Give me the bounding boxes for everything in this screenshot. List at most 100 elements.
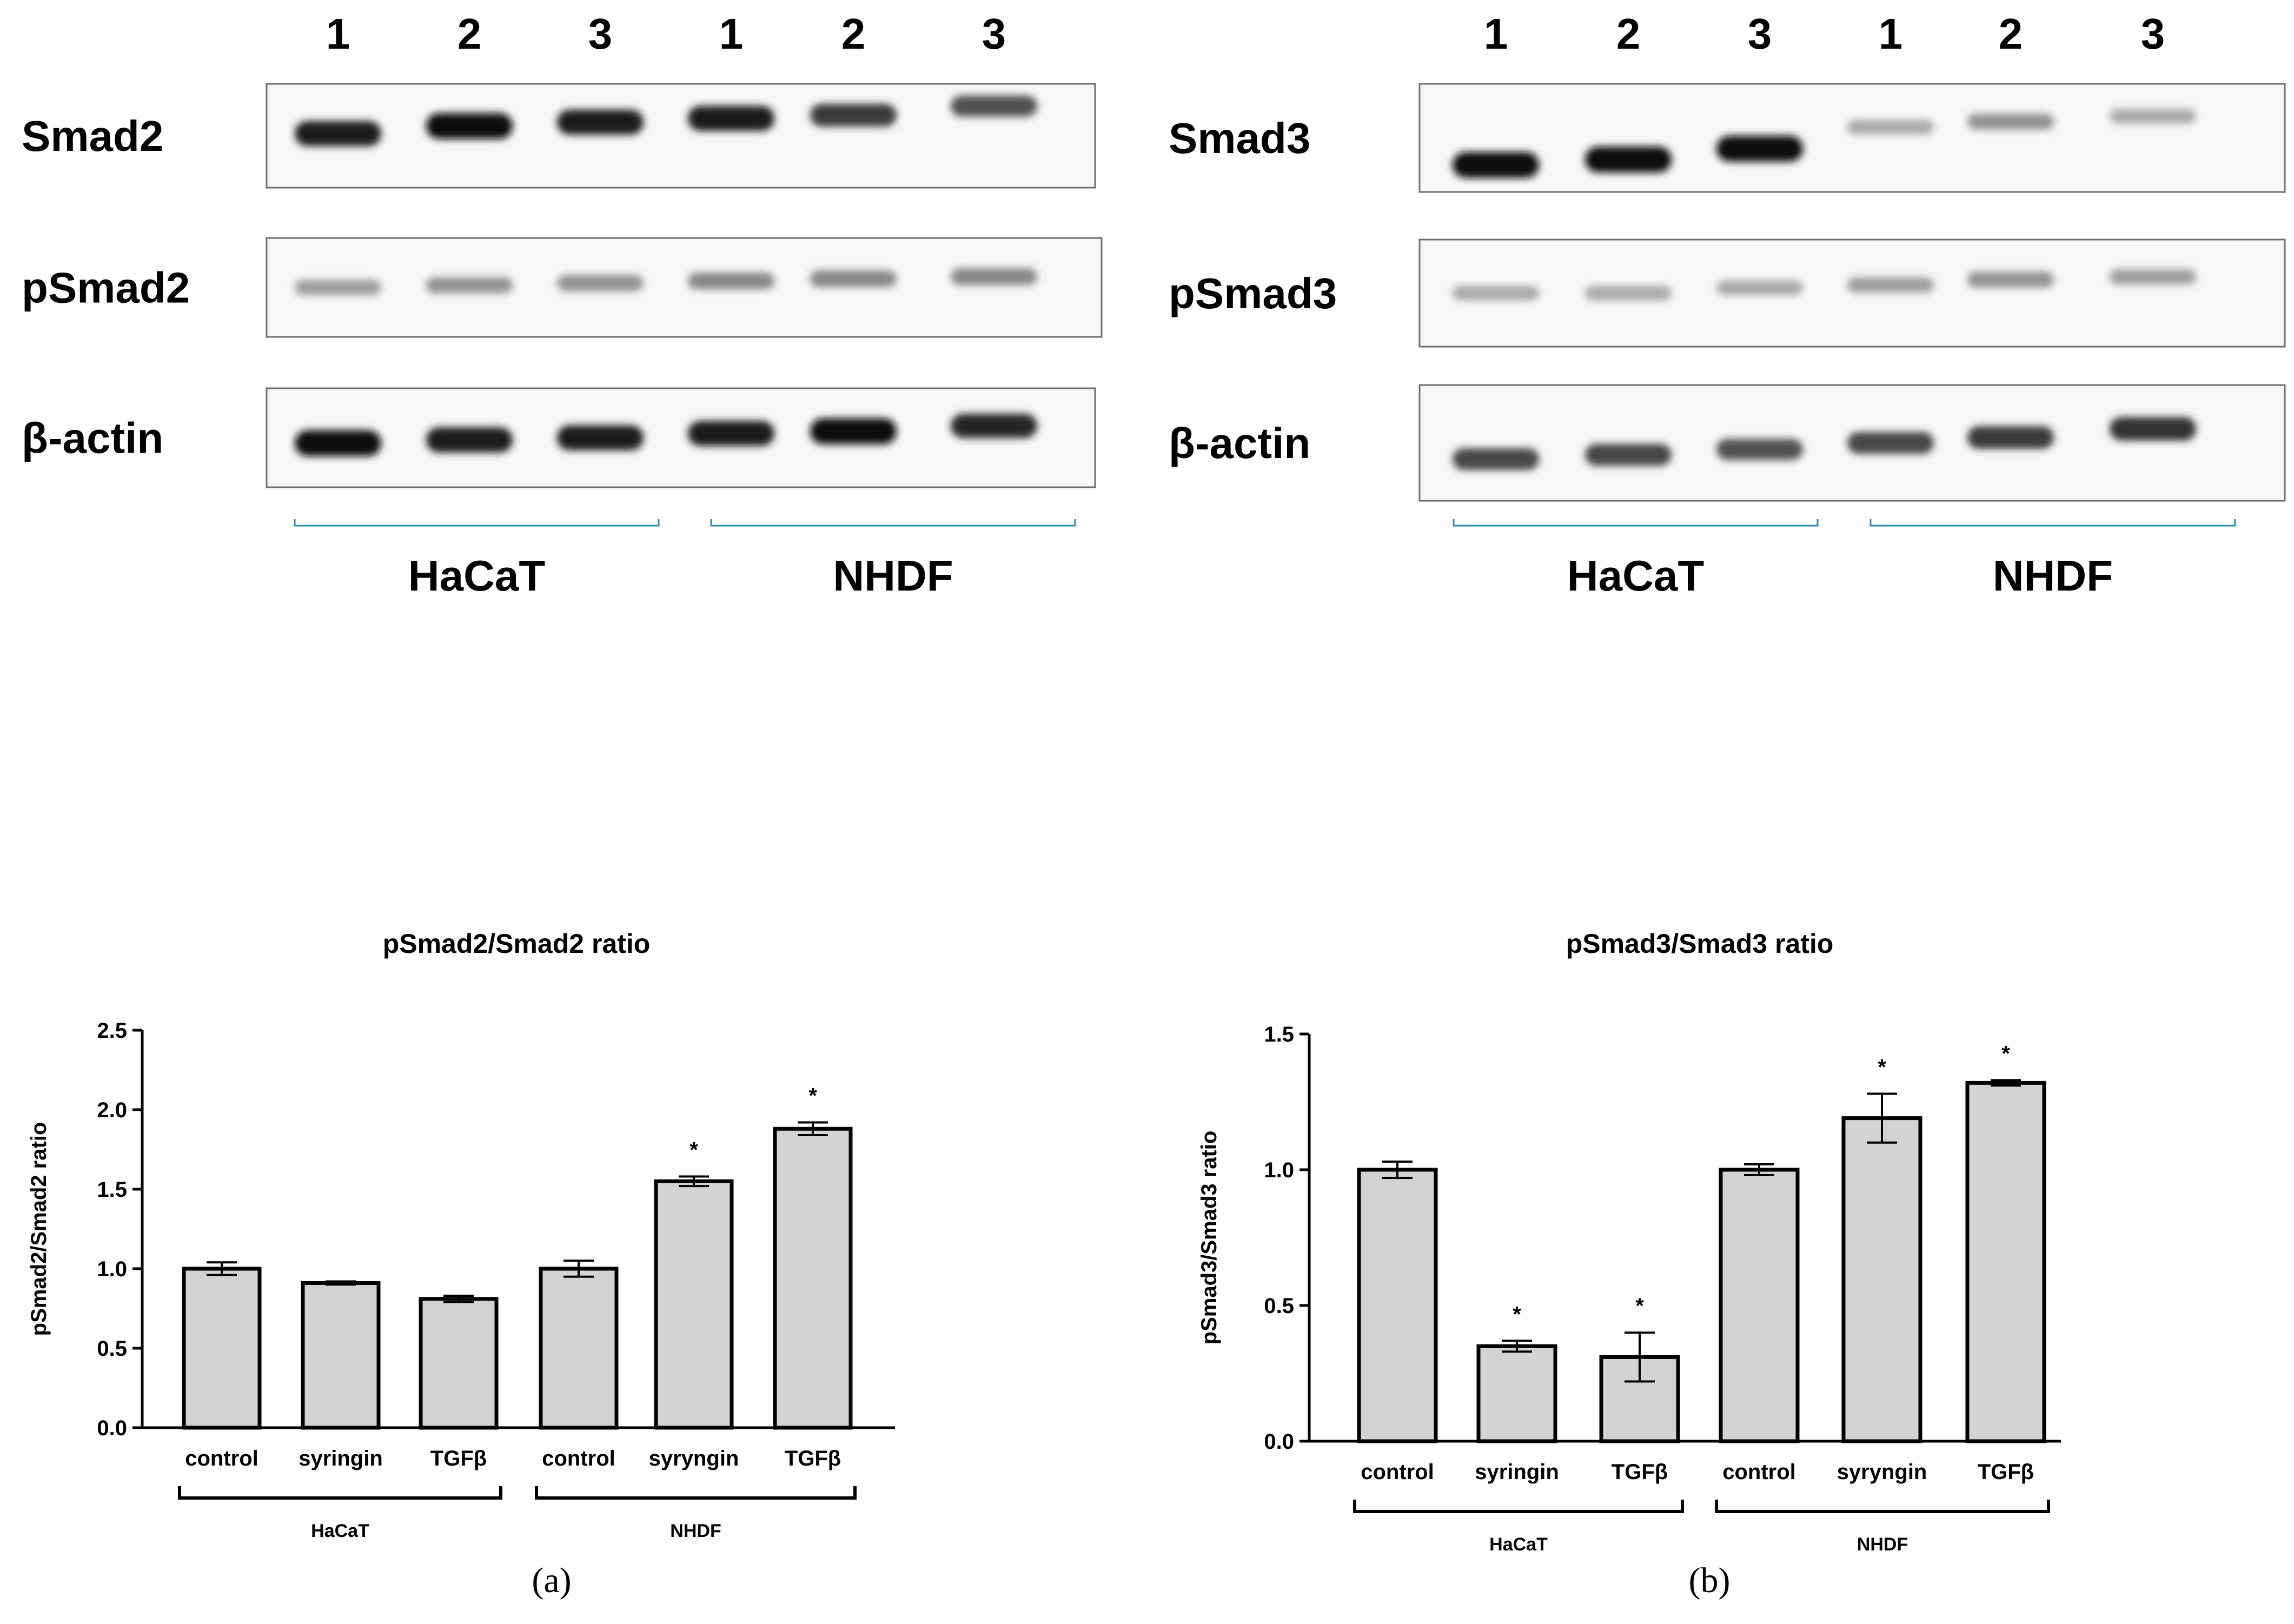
blot-band [1453, 286, 1539, 301]
lane-label: 1 [719, 10, 744, 58]
bar [654, 1179, 734, 1430]
y-axis-label: pSmad2/Smad2 ratio [27, 1122, 51, 1336]
blot-band [688, 105, 774, 131]
group-bracket [294, 519, 660, 527]
group-label: NHDF [670, 1521, 721, 1541]
blot-row-label: pSmad2 [22, 264, 190, 312]
blot-band [426, 427, 513, 453]
blot-membrane [266, 237, 1103, 338]
y-tick-label: 2.0 [97, 1098, 127, 1122]
blot-band [295, 280, 381, 295]
y-tick-label: 1.0 [97, 1257, 127, 1281]
bar-chart-a: pSmad2/Smad2 ratio pSmad2/Smad2 ratio 0.0 0… [27, 929, 895, 1541]
group-bracket [535, 1486, 857, 1500]
blot-band [1453, 152, 1539, 178]
blot-band [951, 414, 1037, 438]
blot-band [1716, 280, 1803, 295]
blot-band [557, 275, 644, 291]
x-tick-label: TGFβ [785, 1447, 841, 1470]
lane-label: 2 [1999, 10, 2023, 58]
significance-marker: * [1513, 1302, 1521, 1326]
y-tick-label: 1.5 [1264, 1023, 1294, 1046]
lane-label: 1 [326, 10, 350, 58]
blot-band [1585, 147, 1672, 173]
lane-label: 1 [1879, 10, 1903, 58]
y-tick-label: 0.0 [97, 1416, 127, 1440]
group-bracket [1453, 519, 1819, 527]
group-label: HaCaT [1567, 552, 1705, 600]
significance-marker: * [2001, 1042, 2010, 1065]
blot-membrane [1418, 83, 2286, 193]
group-bracket [710, 519, 1076, 527]
blot-band [426, 113, 513, 139]
blot-membrane [266, 387, 1096, 488]
significance-marker: * [808, 1084, 817, 1108]
blot-band [810, 270, 897, 288]
panel-b: 1 2 3 1 2 3 Smad3 pSmad3 β-actin HaCaT NHDF pSmad3… [1147, 0, 2294, 1624]
x-tick-label: control [1722, 1460, 1796, 1484]
lane-label: 3 [2141, 10, 2165, 58]
bar [419, 1297, 499, 1430]
group-label: NHDF [833, 552, 953, 600]
blot-band [1847, 120, 1934, 135]
y-tick-label: 0.5 [1264, 1294, 1294, 1318]
chart-title: pSmad2/Smad2 ratio [383, 929, 651, 959]
group-label: HaCaT [408, 552, 546, 600]
chart-title: pSmad3/Smad3 ratio [1566, 929, 1834, 959]
y-tick-label: 0.0 [1264, 1430, 1294, 1454]
western-blot-a: 1 2 3 1 2 3 Smad2 pSmad2 β-actin HaCaT NHDF [22, 10, 1103, 600]
blot-band [557, 425, 644, 450]
bar [539, 1267, 619, 1430]
blot-band [295, 430, 381, 456]
western-blot-b: 1 2 3 1 2 3 Smad3 pSmad3 β-actin HaCaT NHDF [1169, 10, 2286, 600]
bar [301, 1281, 381, 1430]
significance-marker: * [689, 1138, 698, 1162]
blot-band [1847, 277, 1934, 293]
x-tick-label: syryngin [649, 1447, 739, 1470]
x-tick-label: syryngin [1837, 1460, 1927, 1484]
x-tick-label: control [1361, 1460, 1434, 1484]
bar [1719, 1168, 1800, 1443]
group-bracket [1353, 1500, 1684, 1513]
group-bracket [1869, 519, 2236, 527]
blot-band [1847, 432, 1934, 454]
blot-row-label: β-actin [1169, 419, 1310, 467]
bar [1357, 1168, 1438, 1443]
group-label: NHDF [1993, 552, 2113, 600]
lane-label: 2 [1616, 10, 1641, 58]
blot-band [2110, 417, 2196, 441]
blot-band [1967, 426, 2054, 449]
y-tick-label: 1.0 [1264, 1158, 1294, 1182]
blot-band [2110, 109, 2196, 124]
panel-a: 1 2 3 1 2 3 Smad2 pSmad2 β-actin HaCaT NHDF pSmad2… [22, 10, 1103, 1600]
lane-label: 3 [1748, 10, 1772, 58]
blot-band [1716, 439, 1803, 460]
y-tick-label: 2.5 [97, 1019, 127, 1043]
blot-band [688, 421, 774, 446]
x-tick-label: TGFβ [430, 1447, 487, 1470]
bar [773, 1126, 853, 1430]
blot-membrane [1418, 238, 2286, 348]
x-tick-label: control [542, 1447, 615, 1470]
blot-band [1585, 286, 1672, 301]
blot-band [810, 418, 897, 445]
caption-b: (b) [1688, 1561, 1731, 1600]
blot-band [951, 95, 1037, 117]
blot-band [1453, 448, 1539, 470]
blot-row-label: Smad2 [22, 112, 163, 160]
blot-band [1967, 271, 2054, 288]
blot-band [1967, 114, 2054, 130]
significance-marker: * [1635, 1294, 1644, 1318]
x-tick-label: syringin [1475, 1460, 1559, 1484]
lane-label: 3 [982, 10, 1006, 58]
x-tick-label: TGFβ [1612, 1460, 1668, 1484]
significance-marker: * [1878, 1055, 1886, 1079]
lane-label: 2 [841, 10, 866, 58]
blot-band [295, 121, 381, 147]
blot-row-label: pSmad3 [1169, 269, 1337, 317]
lane-label: 3 [588, 10, 613, 58]
bar [1841, 1116, 1922, 1443]
x-tick-label: TGFβ [1978, 1460, 2034, 1484]
group-label: NHDF [1857, 1534, 1908, 1555]
y-tick-label: 1.5 [97, 1178, 127, 1202]
